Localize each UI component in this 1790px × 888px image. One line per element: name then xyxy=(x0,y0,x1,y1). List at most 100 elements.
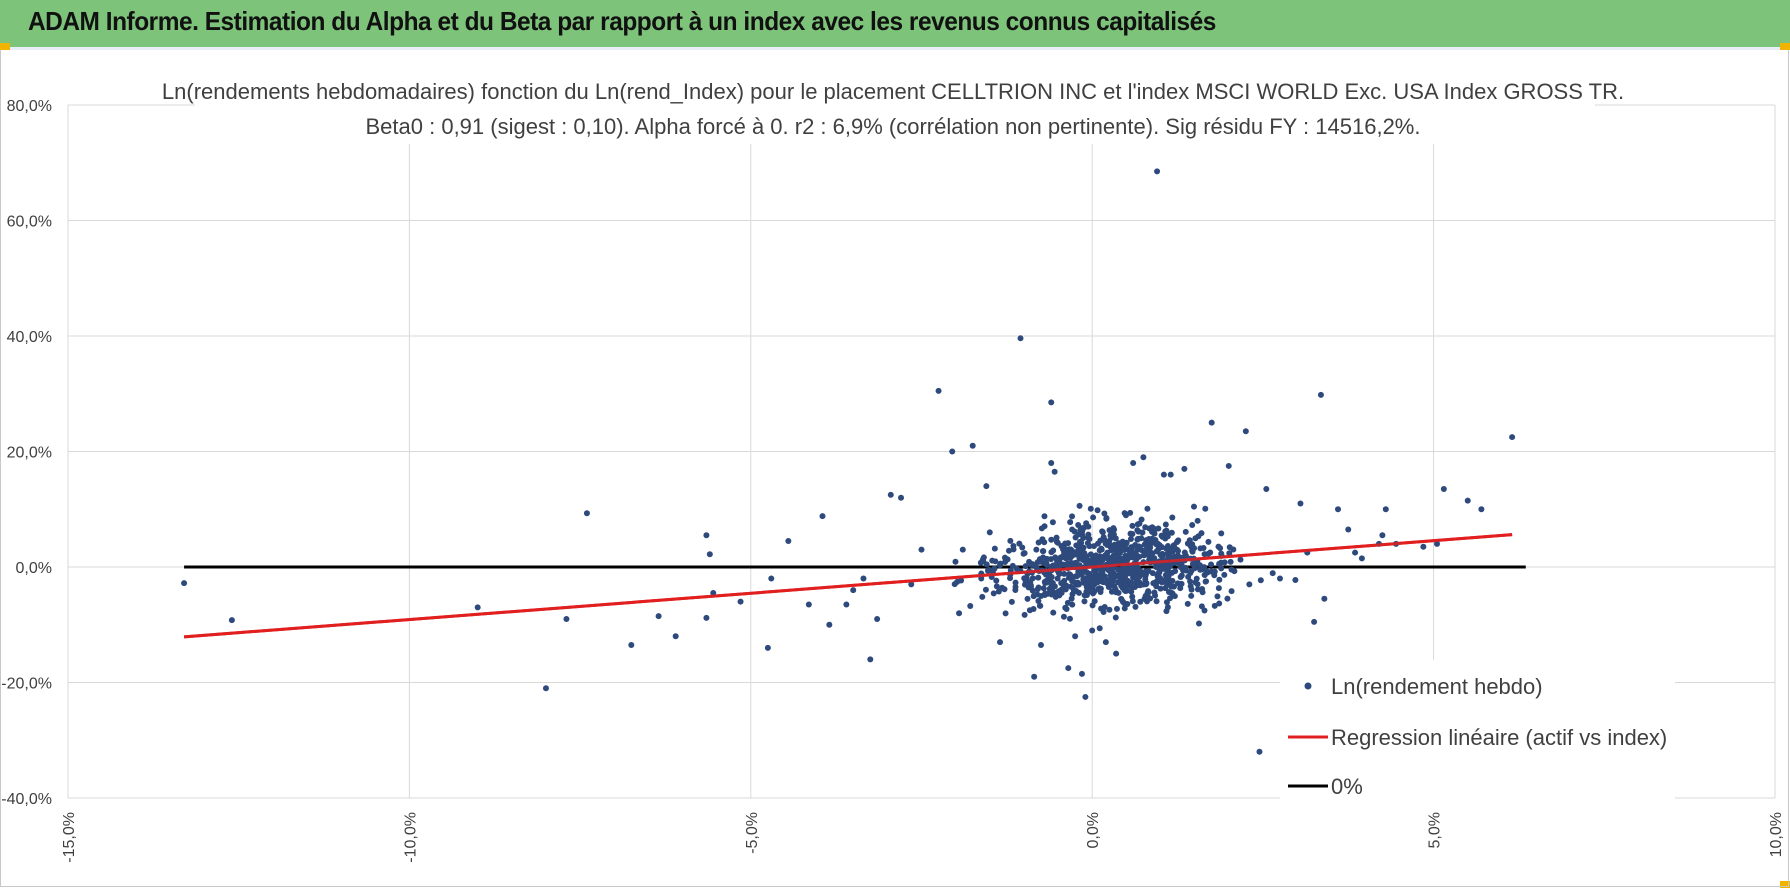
scatter-points xyxy=(181,168,1516,755)
scatter-point xyxy=(1106,606,1113,613)
scatter-point xyxy=(1190,503,1197,510)
scatter-point xyxy=(1127,509,1134,516)
scatter-point xyxy=(1129,522,1136,529)
scatter-point xyxy=(1162,521,1169,528)
scatter-point xyxy=(1509,434,1516,441)
scatter-point xyxy=(908,581,915,588)
scatter-point xyxy=(1007,537,1014,544)
scatter-point xyxy=(1007,575,1014,582)
scatter-point xyxy=(764,644,771,651)
scatter-point xyxy=(1321,595,1328,602)
scatter-point xyxy=(1089,587,1096,594)
scatter-point xyxy=(1121,579,1128,586)
scatter-point xyxy=(1246,581,1253,588)
chart-legend: Ln(rendement hebdo) Regression linéaire … xyxy=(1280,660,1675,810)
scatter-point xyxy=(1022,578,1029,585)
scatter-point xyxy=(1080,578,1087,585)
scatter-point xyxy=(874,615,881,622)
scatter-point xyxy=(935,387,942,394)
scatter-point xyxy=(1218,559,1225,566)
scatter-point xyxy=(1048,460,1055,467)
scatter-point xyxy=(1149,570,1156,577)
scatter-point xyxy=(867,656,874,663)
scatter-point xyxy=(1201,551,1208,558)
scatter-point xyxy=(1216,576,1223,583)
scatter-point xyxy=(993,577,1000,584)
scatter-point xyxy=(655,613,662,620)
scatter-point xyxy=(1081,592,1088,599)
scatter-point xyxy=(1113,650,1120,657)
scatter-point xyxy=(1203,578,1210,585)
scatter-point xyxy=(1019,544,1026,551)
scatter-point xyxy=(1030,606,1037,613)
scatter-point xyxy=(1051,562,1058,569)
scatter-point xyxy=(1122,572,1129,579)
scatter-point xyxy=(1022,563,1029,570)
scatter-point xyxy=(1090,554,1097,561)
scatter-point xyxy=(1083,583,1090,590)
scatter-point xyxy=(1035,584,1042,591)
scatter-point xyxy=(1187,583,1194,590)
scatter-point xyxy=(1420,543,1427,550)
scatter-point xyxy=(1058,542,1065,549)
scatter-point xyxy=(1216,600,1223,607)
scatter-point xyxy=(1075,589,1082,596)
scatter-point xyxy=(1069,584,1076,591)
scatter-point xyxy=(1102,639,1109,646)
scatter-point xyxy=(997,639,1004,646)
scatter-point xyxy=(1167,471,1174,478)
scatter-point xyxy=(1194,517,1201,524)
y-tick-label: 40,0% xyxy=(7,329,52,346)
scatter-point xyxy=(1276,575,1283,582)
x-tick-label: 0,0% xyxy=(1085,812,1102,848)
scatter-point xyxy=(1119,598,1126,605)
scatter-point xyxy=(967,602,974,609)
y-tick-label: 80,0% xyxy=(7,98,52,115)
scatter-point xyxy=(1048,549,1055,556)
scatter-point xyxy=(1144,589,1151,596)
scatter-point xyxy=(1155,572,1162,579)
scatter-point xyxy=(1177,585,1184,592)
scatter-point xyxy=(1081,598,1088,605)
scatter-point xyxy=(850,587,857,594)
scatter-point xyxy=(1205,538,1212,545)
scatter-point xyxy=(1074,581,1081,588)
scatter-point xyxy=(1335,506,1342,513)
scatter-point xyxy=(710,589,717,596)
scatter-point xyxy=(995,588,1002,595)
legend-label-zero-line: 0% xyxy=(1331,774,1363,799)
scatter-point xyxy=(1139,529,1146,536)
scatter-point xyxy=(1012,587,1019,594)
scatter-point xyxy=(1242,428,1249,435)
scatter-point xyxy=(1101,603,1108,610)
scatter-point xyxy=(1082,693,1089,700)
scatter-point xyxy=(1153,598,1160,605)
scatter-point xyxy=(1197,566,1204,573)
scatter-point xyxy=(1217,545,1224,552)
scatter-point xyxy=(1138,535,1145,542)
scatter-point xyxy=(1165,545,1172,552)
scatter-point xyxy=(703,614,710,621)
scatter-point xyxy=(1174,538,1181,545)
scatter-point xyxy=(969,442,976,449)
scatter-point xyxy=(918,546,925,553)
scatter-point xyxy=(1036,556,1043,563)
scatter-point xyxy=(1065,540,1072,547)
scatter-point xyxy=(997,560,1004,567)
scatter-point xyxy=(1049,587,1056,594)
scatter-point xyxy=(1159,550,1166,557)
scatter-point xyxy=(1172,568,1179,575)
scatter-point xyxy=(1257,577,1264,584)
y-axis-tick-labels: -40,0% -20,0% 0,0% 20,0% 40,0% 60,0% 80,0% xyxy=(1,98,52,808)
scatter-point xyxy=(1078,539,1085,546)
scatter-point xyxy=(1020,550,1027,557)
x-tick-label: -10,0% xyxy=(402,812,419,863)
scatter-point xyxy=(1041,513,1048,520)
scatter-point xyxy=(1171,593,1178,600)
scatter-point xyxy=(1096,547,1103,554)
scatter-point xyxy=(1066,615,1073,622)
report-title: ADAM Informe. Estimation du Alpha et du … xyxy=(28,6,1216,36)
scatter-point xyxy=(1214,593,1221,600)
scatter-point xyxy=(1218,530,1225,537)
scatter-point xyxy=(1062,604,1069,611)
